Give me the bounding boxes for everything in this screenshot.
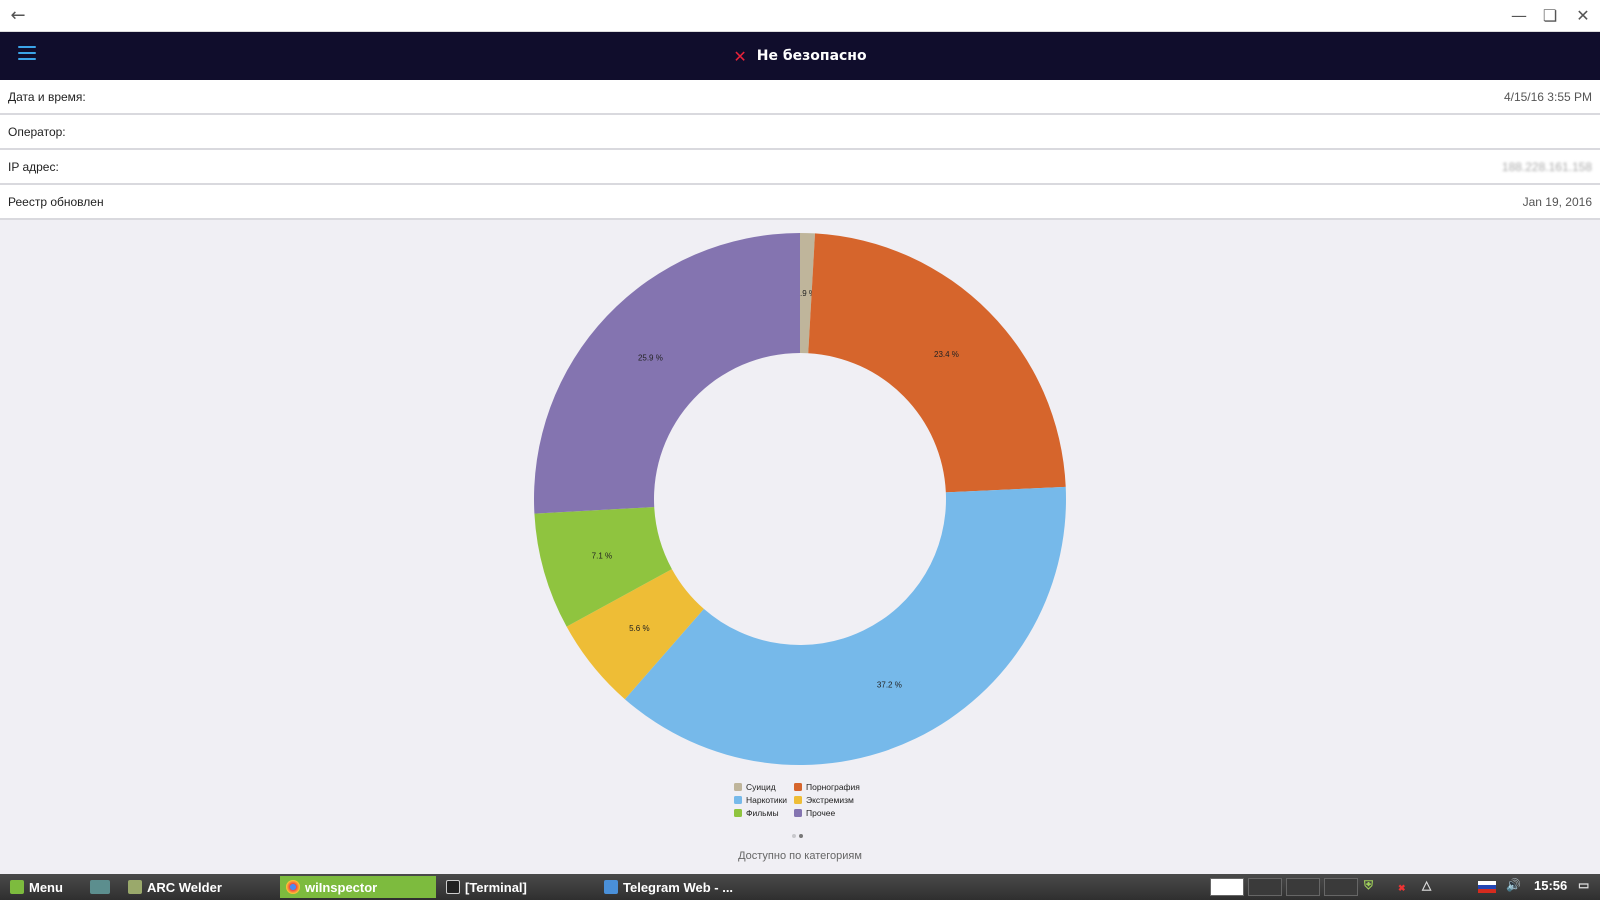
close-icon[interactable]: ✕ [1576, 6, 1590, 25]
arrow-left-icon[interactable]: ← [10, 5, 26, 26]
status-text: Не безопасно [756, 48, 867, 64]
legend-swatch [734, 809, 742, 817]
page-dot-active[interactable] [799, 834, 803, 838]
workspace-1[interactable] [1210, 878, 1244, 896]
menu-button[interactable]: Menu [4, 876, 69, 898]
info-value: 4/15/16 3:55 PM [1503, 90, 1592, 104]
workspace-2[interactable] [1248, 878, 1282, 896]
slice-data-label: 37.2 % [877, 681, 902, 690]
telegram-icon [604, 880, 618, 894]
donut-slice[interactable] [800, 233, 816, 354]
menu-label: Menu [29, 879, 63, 895]
minimize-icon[interactable]: — [1511, 6, 1527, 25]
info-row-datetime: Дата и время: 4/15/16 3:55 PM [0, 80, 1600, 115]
clock[interactable]: 15:56 [1534, 878, 1568, 893]
legend-label[interactable]: Фильмы [746, 808, 779, 818]
terminal-icon [446, 880, 460, 894]
drive-icon[interactable]: △ [1422, 878, 1432, 892]
info-label: Дата и время: [8, 90, 86, 104]
maximize-icon[interactable]: ❏ [1542, 6, 1558, 25]
mint-logo-icon [10, 880, 24, 894]
slice-data-label: 23.4 % [934, 350, 959, 359]
show-desktop-button[interactable] [84, 876, 121, 898]
security-status: ✕ Не безопасно [0, 32, 1600, 80]
arc-welder-icon [128, 880, 142, 894]
donut-slice[interactable] [534, 507, 672, 627]
legend-swatch [734, 783, 742, 791]
russian-flag-icon[interactable] [1478, 881, 1496, 893]
donut-slice[interactable] [534, 233, 800, 514]
workspace-4[interactable] [1324, 878, 1358, 896]
info-label: Реестр обновлен [8, 195, 104, 209]
legend-swatch [794, 783, 802, 791]
info-row-registry: Реестр обновлен Jan 19, 2016 [0, 185, 1600, 220]
taskbar-item-wiinspector[interactable]: wiInspector [280, 876, 436, 898]
shield-icon[interactable]: ⛨ [1364, 878, 1374, 892]
slice-data-label: 0.9 % [796, 289, 816, 298]
legend-label[interactable]: Прочее [806, 808, 836, 818]
window-titlebar: ← — ❏ ✕ [0, 0, 1600, 32]
legend-label[interactable]: Порнография [806, 782, 860, 792]
taskbar-item-arc-welder[interactable]: ARC Welder [122, 876, 274, 898]
info-row-operator: Оператор: [0, 115, 1600, 150]
taskbar-item-telegram[interactable]: Telegram Web - ... [598, 876, 758, 898]
taskbar-item-label: Telegram Web - ... [623, 879, 734, 895]
info-list: Дата и время: 4/15/16 3:55 PM Оператор: … [0, 80, 1600, 220]
legend-swatch [734, 796, 742, 804]
page-dot[interactable] [792, 834, 796, 838]
info-label: IP адрес: [8, 160, 59, 174]
donut-slice[interactable] [566, 569, 704, 700]
taskbar: Menu ARC Welder wiInspector [Terminal] T… [0, 874, 1600, 900]
taskbar-item-label: wiInspector [305, 879, 378, 895]
donut-slice[interactable] [624, 486, 1066, 765]
workspace-3[interactable] [1286, 878, 1320, 896]
hamburger-icon[interactable] [18, 46, 36, 64]
donut-chart: 0.9 % 23.4 % 37.2 % 5.6 % 7.1 % 25.9 % Суицид П… [534, 233, 1066, 818]
slice-data-label: 7.1 % [592, 551, 612, 560]
info-value: 188.228.161.158 [1501, 160, 1592, 174]
chart-caption: Доступно по категориям [738, 850, 862, 862]
slice-data-label: 25.9 % [638, 353, 663, 362]
taskbar-item-terminal[interactable]: [Terminal] [440, 876, 596, 898]
legend-label[interactable]: Экстремизм [806, 795, 854, 805]
legend-label[interactable]: Суицид [746, 782, 776, 792]
legend-swatch [794, 796, 802, 804]
network-error-icon[interactable]: ✖ [1398, 883, 1406, 893]
app-header: ✕ Не безопасно [0, 32, 1600, 80]
display-icon[interactable]: ▭ [1578, 878, 1590, 892]
chrome-icon [286, 880, 300, 894]
donut-slice[interactable] [808, 233, 1066, 493]
taskbar-item-label: [Terminal] [465, 879, 527, 895]
volume-icon[interactable]: 🔊 [1506, 878, 1521, 892]
desktop-icon [90, 880, 110, 894]
info-label: Оператор: [8, 125, 66, 139]
info-value: Jan 19, 2016 [1522, 195, 1592, 209]
legend-swatch [794, 809, 802, 817]
legend-label[interactable]: Наркотики [746, 795, 787, 805]
slice-data-label: 5.6 % [629, 624, 649, 633]
taskbar-item-label: ARC Welder [147, 879, 222, 895]
cross-icon: ✕ [733, 46, 747, 66]
info-row-ip: IP адрес: 188.228.161.158 [0, 150, 1600, 185]
page-indicator[interactable] [792, 834, 803, 838]
chart-panel: 0.9 % 23.4 % 37.2 % 5.6 % 7.1 % 25.9 % Суицид П… [0, 220, 1600, 874]
